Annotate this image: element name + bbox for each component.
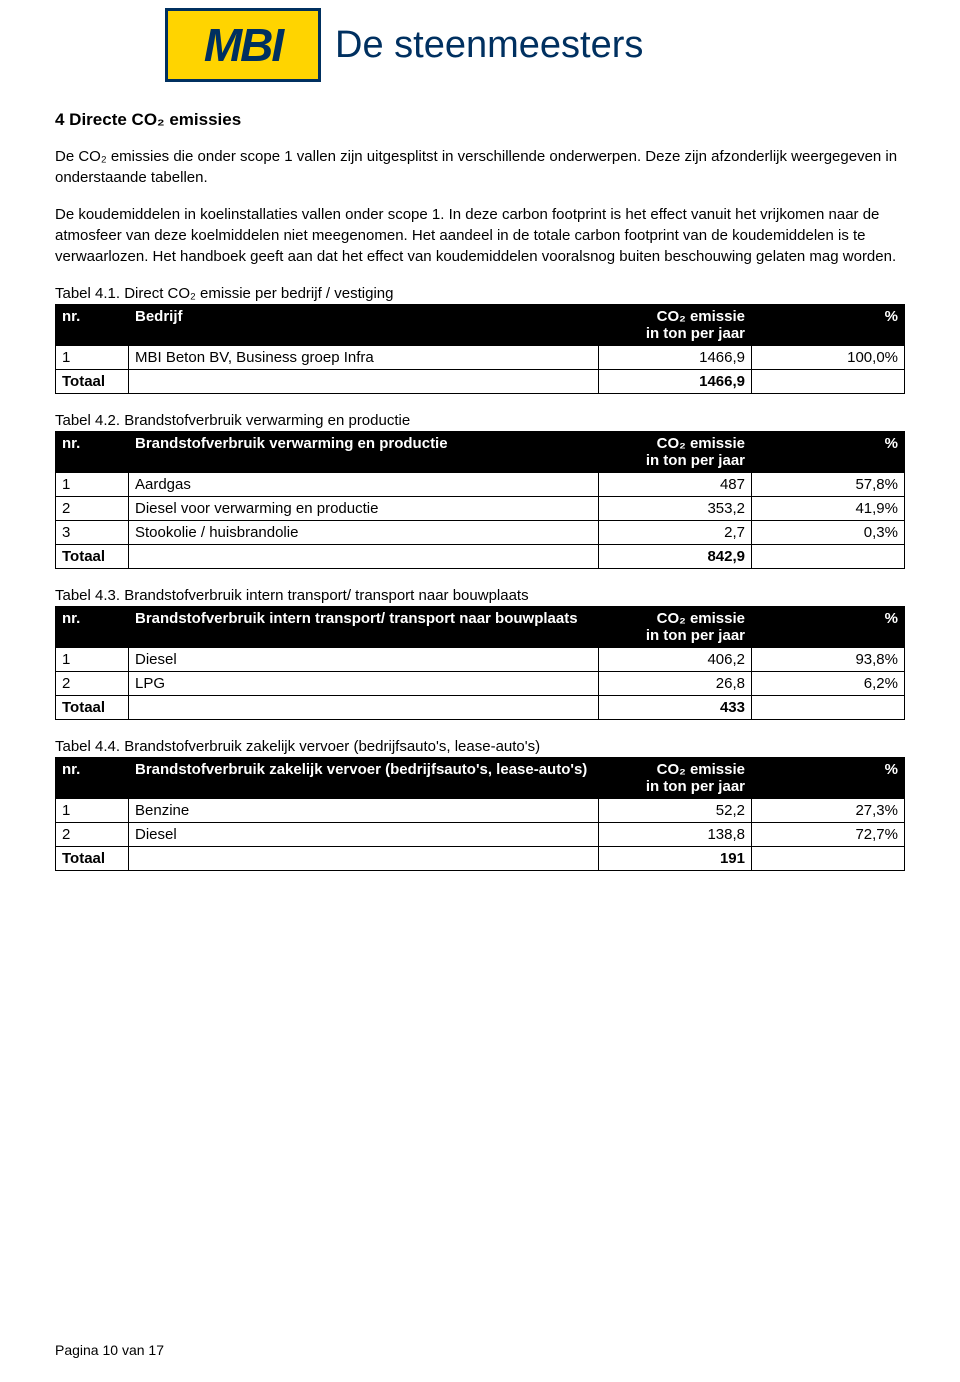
table-row: 1 MBI Beton BV, Business groep Infra 146… (56, 346, 905, 370)
cell-nr: 2 (56, 672, 129, 696)
cell-nr: 1 (56, 473, 129, 497)
col-co2-header: CO₂ emissie in ton per jaar (599, 758, 752, 799)
col-pct-header: % (752, 432, 905, 473)
table-header-row: nr. Brandstofverbruik verwarming en prod… (56, 432, 905, 473)
table-4-2-caption: Tabel 4.2. Brandstofverbruik verwarming … (55, 410, 905, 431)
cell-pct: 41,9% (752, 497, 905, 521)
total-empty-cell (129, 696, 599, 720)
col-co2-header: CO₂ emissie in ton per jaar (599, 607, 752, 648)
cell-label: Stookolie / huisbrandolie (129, 521, 599, 545)
cell-val: 52,2 (599, 799, 752, 823)
total-label-cell: Totaal (56, 696, 129, 720)
col-nr-header: nr. (56, 758, 129, 799)
page: MBI De steenmeesters 4 Directe CO₂ emiss… (0, 0, 960, 1382)
cell-label: MBI Beton BV, Business groep Infra (129, 346, 599, 370)
cell-label: Diesel (129, 648, 599, 672)
table-header-row: nr. Bedrijf CO₂ emissie in ton per jaar … (56, 305, 905, 346)
total-label-cell: Totaal (56, 370, 129, 394)
total-label-cell: Totaal (56, 545, 129, 569)
cell-pct: 27,3% (752, 799, 905, 823)
table-4-1-caption: Tabel 4.1. Direct CO₂ emissie per bedrij… (55, 283, 905, 304)
table-total-row: Totaal 842,9 (56, 545, 905, 569)
table-4-3: nr. Brandstofverbruik intern transport/ … (55, 606, 905, 720)
col-pct-header: % (752, 305, 905, 346)
cell-nr: 2 (56, 823, 129, 847)
table-header-row: nr. Brandstofverbruik intern transport/ … (56, 607, 905, 648)
table-total-row: Totaal 433 (56, 696, 905, 720)
total-empty-cell (129, 370, 599, 394)
col-label-header: Brandstofverbruik verwarming en producti… (129, 432, 599, 473)
cell-nr: 1 (56, 799, 129, 823)
cell-val: 487 (599, 473, 752, 497)
cell-nr: 3 (56, 521, 129, 545)
total-val-cell: 191 (599, 847, 752, 871)
cell-label: Benzine (129, 799, 599, 823)
cell-pct: 93,8% (752, 648, 905, 672)
col-nr-header: nr. (56, 432, 129, 473)
intro-paragraph-2: De koudemiddelen in koelinstallaties val… (55, 204, 905, 267)
cell-val: 406,2 (599, 648, 752, 672)
table-4-4-caption: Tabel 4.4. Brandstofverbruik zakelijk ve… (55, 736, 905, 757)
table-total-row: Totaal 191 (56, 847, 905, 871)
total-val-cell: 842,9 (599, 545, 752, 569)
cell-label: LPG (129, 672, 599, 696)
cell-val: 26,8 (599, 672, 752, 696)
cell-pct: 100,0% (752, 346, 905, 370)
intro-paragraph-1: De CO₂ emissies die onder scope 1 vallen… (55, 146, 905, 188)
cell-nr: 2 (56, 497, 129, 521)
cell-pct: 0,3% (752, 521, 905, 545)
table-4-1: nr. Bedrijf CO₂ emissie in ton per jaar … (55, 304, 905, 394)
table-header-row: nr. Brandstofverbruik zakelijk vervoer (… (56, 758, 905, 799)
total-label-cell: Totaal (56, 847, 129, 871)
cell-pct: 6,2% (752, 672, 905, 696)
cell-nr: 1 (56, 648, 129, 672)
cell-label: Aardgas (129, 473, 599, 497)
table-4-4: nr. Brandstofverbruik zakelijk vervoer (… (55, 757, 905, 871)
col-label-header: Brandstofverbruik intern transport/ tran… (129, 607, 599, 648)
col-label-header: Brandstofverbruik zakelijk vervoer (bedr… (129, 758, 599, 799)
page-footer: Pagina 10 van 17 (55, 1342, 164, 1358)
table-total-row: Totaal 1466,9 (56, 370, 905, 394)
cell-nr: 1 (56, 346, 129, 370)
cell-val: 353,2 (599, 497, 752, 521)
cell-pct: 72,7% (752, 823, 905, 847)
section-heading: 4 Directe CO₂ emissies (55, 110, 905, 130)
total-pct-cell (752, 696, 905, 720)
mbi-logo-mark: MBI (165, 8, 321, 82)
col-nr-header: nr. (56, 607, 129, 648)
col-pct-header: % (752, 758, 905, 799)
total-empty-cell (129, 545, 599, 569)
col-label-header: Bedrijf (129, 305, 599, 346)
cell-label: Diesel (129, 823, 599, 847)
table-row: 2 Diesel voor verwarming en productie 35… (56, 497, 905, 521)
table-row: 2 Diesel 138,8 72,7% (56, 823, 905, 847)
col-co2-header: CO₂ emissie in ton per jaar (599, 432, 752, 473)
total-pct-cell (752, 847, 905, 871)
total-pct-cell (752, 545, 905, 569)
cell-pct: 57,8% (752, 473, 905, 497)
table-row: 3 Stookolie / huisbrandolie 2,7 0,3% (56, 521, 905, 545)
table-4-2: nr. Brandstofverbruik verwarming en prod… (55, 431, 905, 569)
cell-val: 138,8 (599, 823, 752, 847)
col-nr-header: nr. (56, 305, 129, 346)
total-pct-cell (752, 370, 905, 394)
total-val-cell: 1466,9 (599, 370, 752, 394)
col-pct-header: % (752, 607, 905, 648)
cell-val: 2,7 (599, 521, 752, 545)
mbi-logo-text: De steenmeesters (335, 24, 643, 67)
table-row: 1 Diesel 406,2 93,8% (56, 648, 905, 672)
table-row: 1 Aardgas 487 57,8% (56, 473, 905, 497)
header-logo-row: MBI De steenmeesters (55, 0, 905, 82)
cell-val: 1466,9 (599, 346, 752, 370)
table-4-3-caption: Tabel 4.3. Brandstofverbruik intern tran… (55, 585, 905, 606)
table-row: 2 LPG 26,8 6,2% (56, 672, 905, 696)
cell-label: Diesel voor verwarming en productie (129, 497, 599, 521)
col-co2-header: CO₂ emissie in ton per jaar (599, 305, 752, 346)
total-empty-cell (129, 847, 599, 871)
table-row: 1 Benzine 52,2 27,3% (56, 799, 905, 823)
total-val-cell: 433 (599, 696, 752, 720)
